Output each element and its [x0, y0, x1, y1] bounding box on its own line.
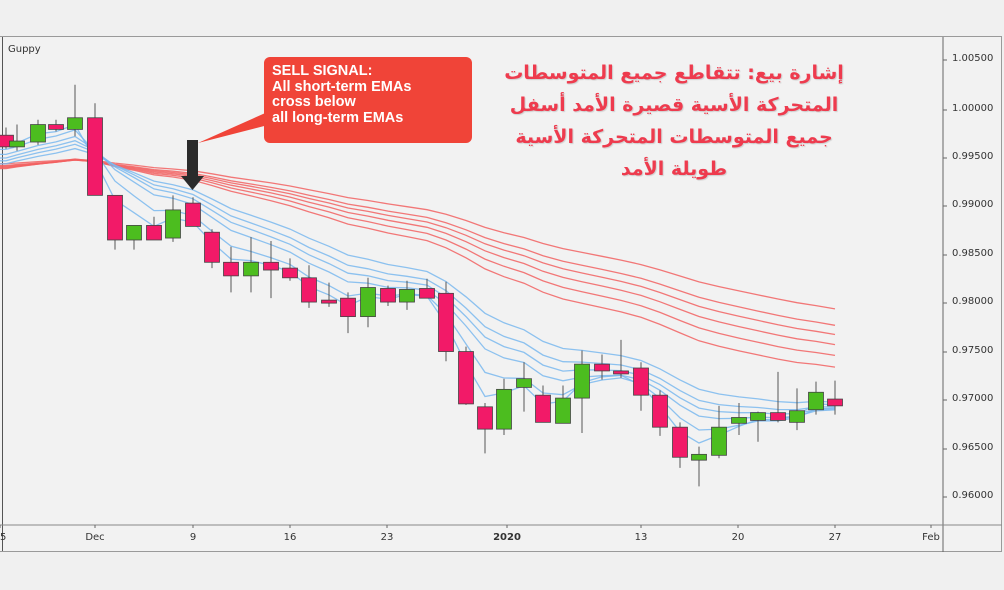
arabic-caption: إشارة بيع: تتقاطع جميع المتوسطات المتحرك… — [498, 57, 850, 185]
candle — [672, 422, 688, 468]
candle — [126, 225, 142, 250]
sell-signal-callout: SELL SIGNAL: All short-term EMAs cross b… — [264, 57, 472, 143]
price-tick-label: 0.99500 — [952, 151, 994, 162]
chart-left-border — [2, 37, 3, 551]
candle — [750, 411, 766, 442]
caption-line: إشارة بيع: تتقاطع جميع المتوسطات — [504, 62, 844, 84]
candle — [535, 385, 551, 423]
candle — [438, 281, 454, 362]
callout-line: cross below — [272, 94, 356, 110]
candle — [67, 84, 83, 137]
time-tick-label: 20 — [731, 532, 745, 543]
time-tick-label: 25 — [0, 532, 7, 543]
callout-line: all long-term EMAs — [272, 109, 404, 126]
price-tick-label: 0.96000 — [952, 490, 994, 501]
candle — [613, 339, 629, 378]
caption-line: جميع المتوسطات المتحركة الأسية — [515, 126, 833, 148]
price-tick-label: 0.98000 — [952, 296, 994, 307]
candle — [263, 240, 279, 299]
time-tick-label: Feb — [922, 532, 940, 543]
time-tick-label: 23 — [380, 532, 394, 543]
candle — [711, 405, 727, 459]
candle — [223, 246, 239, 293]
candle — [555, 385, 571, 424]
axes — [0, 37, 1002, 552]
candle — [516, 362, 532, 412]
caption-line: طويلة الأمد — [620, 158, 728, 180]
long-term-ema-ribbon — [0, 158, 836, 368]
chart-frame — [0, 36, 1002, 552]
candle — [633, 362, 649, 411]
candle — [380, 285, 396, 306]
candle — [107, 194, 123, 250]
price-tick-label: 0.97000 — [952, 393, 994, 404]
candle — [691, 446, 707, 487]
time-tick-label: 27 — [828, 532, 842, 543]
price-tick-label: 0.99000 — [952, 199, 994, 210]
candlesticks — [0, 84, 843, 487]
callout-title: SELL SIGNAL: — [272, 63, 373, 79]
candle — [399, 280, 415, 310]
caption-line: المتحركة الأسية قصيرة الأمد أسفل — [509, 94, 839, 116]
candle — [770, 371, 786, 423]
candle — [458, 346, 474, 405]
candle — [185, 197, 201, 227]
price-tick-label: 0.98500 — [952, 248, 994, 259]
candle — [789, 388, 805, 431]
candle — [419, 278, 435, 299]
candle — [496, 378, 512, 435]
candle — [243, 237, 259, 293]
price-tick-label: 0.97500 — [952, 345, 994, 356]
down-arrow-icon — [181, 176, 204, 190]
candle — [204, 229, 220, 269]
candle — [48, 119, 64, 132]
candle — [360, 277, 376, 328]
candle — [477, 402, 493, 454]
time-tick-label: 2020 — [493, 532, 521, 543]
candle — [87, 103, 103, 196]
candle — [808, 381, 824, 415]
time-tick-label: 13 — [634, 532, 648, 543]
candle — [731, 402, 747, 435]
annotations — [181, 110, 272, 190]
time-tick-label: Dec — [85, 532, 105, 543]
candle — [30, 119, 46, 145]
candle — [9, 124, 25, 151]
candle — [594, 354, 610, 380]
candle — [146, 216, 162, 241]
candle — [282, 258, 298, 281]
candle — [827, 380, 843, 415]
time-tick-label: 16 — [283, 532, 297, 543]
candle — [165, 195, 181, 242]
price-tick-label: 1.00500 — [952, 53, 994, 64]
candle — [652, 390, 668, 436]
time-tick-label: 9 — [189, 532, 197, 543]
price-tick-label: 0.96500 — [952, 442, 994, 453]
indicator-label: Guppy — [8, 44, 41, 55]
callout-pointer — [198, 110, 272, 143]
candle — [301, 265, 317, 308]
price-tick-label: 1.00000 — [952, 103, 994, 114]
candle — [574, 350, 590, 434]
callout-line: All short-term EMAs — [272, 78, 412, 95]
candle — [340, 292, 356, 334]
candle — [321, 282, 337, 307]
